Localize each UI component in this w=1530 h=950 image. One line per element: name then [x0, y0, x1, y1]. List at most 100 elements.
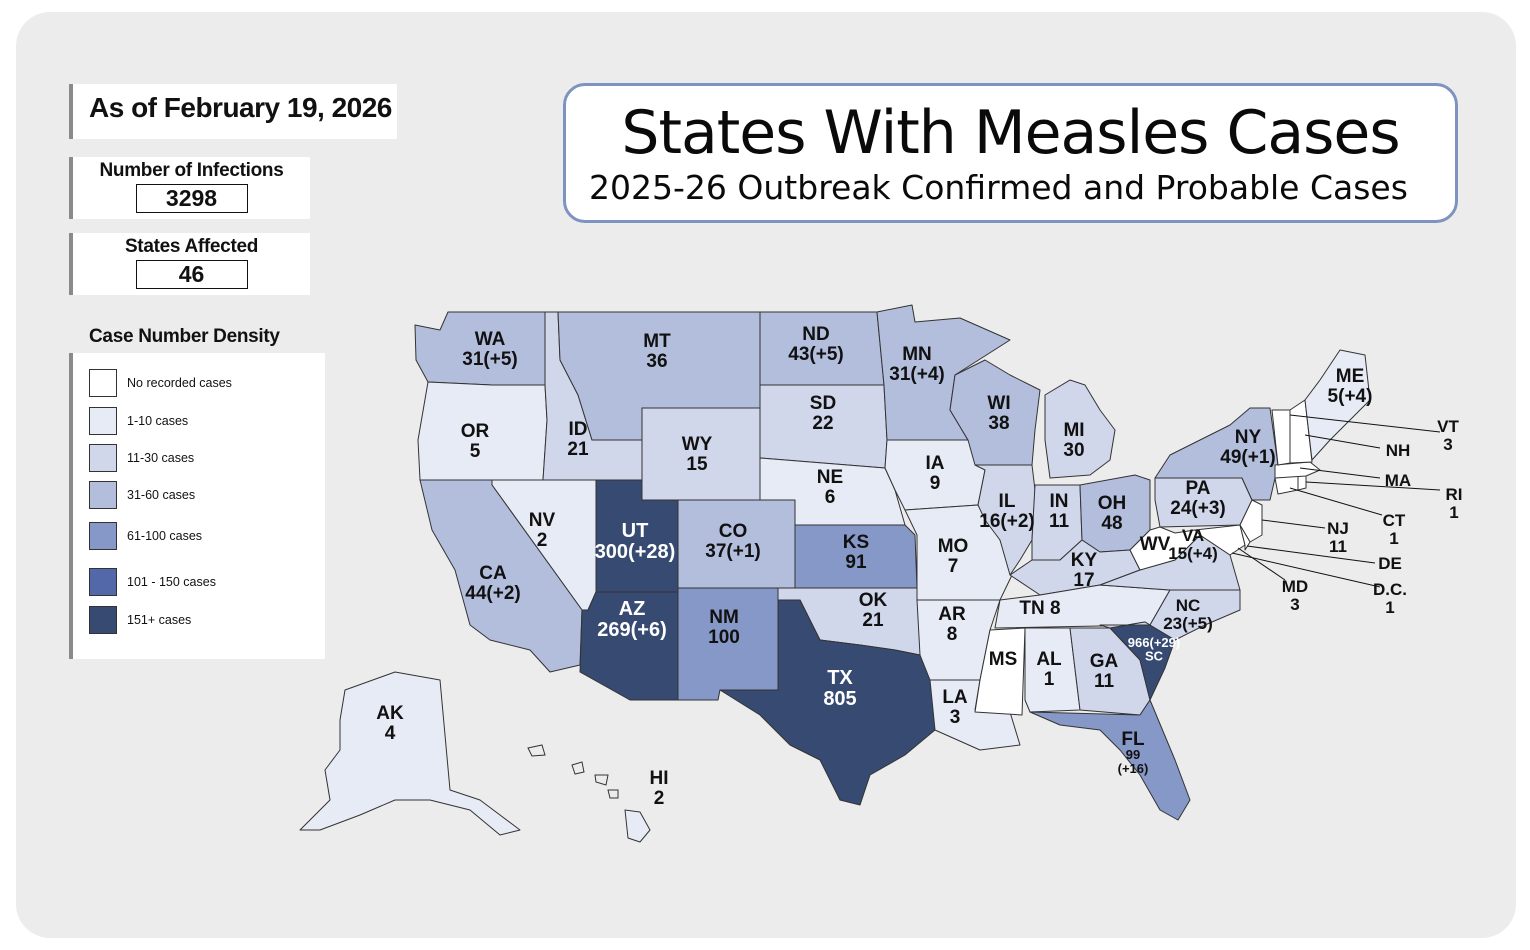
state-nc[interactable] [1099, 589, 1241, 641]
legend-swatch [89, 568, 117, 596]
state-label-ut: 300(+28) [595, 541, 676, 563]
state-ri[interactable] [1297, 475, 1307, 491]
legend-swatch [89, 522, 117, 550]
callout-label-dc: D.C. [1373, 580, 1407, 599]
state-label-il: 16(+2) [979, 511, 1034, 532]
state-label-hi: 2 [654, 788, 665, 809]
state-label-fl: (+16) [1118, 761, 1149, 776]
state-ms[interactable] [974, 627, 1026, 716]
callout-label-nj: 11 [1329, 537, 1347, 556]
map-subtitle: 2025-26 Outbreak Confirmed and Probable … [589, 168, 1408, 207]
legend: No recorded cases 1-10 cases 11-30 cases… [69, 353, 325, 659]
state-label-nm: 100 [708, 627, 740, 648]
state-label-wa: 31(+5) [462, 349, 517, 370]
state-label-pa: PA [1186, 478, 1211, 499]
state-ks[interactable] [794, 524, 918, 589]
state-label-co: 37(+1) [705, 541, 760, 562]
state-label-mt: 36 [646, 351, 667, 372]
state-label-fl: 99 [1126, 747, 1140, 762]
state-label-mi: 30 [1063, 440, 1084, 461]
state-label-ky: 17 [1073, 570, 1094, 591]
state-me[interactable] [1304, 349, 1371, 461]
state-mi[interactable] [1044, 379, 1116, 479]
state-label-hi: HI [650, 768, 669, 789]
map-title: States With Measles Cases [621, 98, 1400, 168]
state-ak[interactable] [299, 671, 521, 836]
state-label-nv: NV [529, 510, 556, 531]
states-affected-value: 46 [135, 260, 248, 289]
state-label-mn: MN [902, 344, 932, 365]
state-label-ne: NE [817, 467, 843, 488]
state-label-wa: WA [475, 329, 506, 350]
state-label-in: IN [1050, 491, 1069, 512]
callout-label-vt: 3 [1443, 435, 1452, 454]
state-tx[interactable] [719, 599, 936, 806]
state-ca[interactable] [419, 479, 583, 673]
legend-swatch [89, 407, 117, 435]
legend-label: No recorded cases [127, 376, 232, 390]
state-label-ga: GA [1090, 651, 1119, 672]
title-box: States With Measles Cases 2025-26 Outbre… [563, 83, 1458, 223]
legend-label: 31-60 cases [127, 488, 196, 502]
legend-swatch [89, 606, 117, 634]
legend-label: 101 - 150 cases [127, 575, 216, 589]
state-label-la: 3 [950, 707, 961, 728]
legend-swatch [89, 444, 117, 472]
state-label-nd: ND [802, 324, 829, 345]
legend-swatch [89, 369, 117, 397]
state-label-me: 5(+4) [1328, 386, 1373, 407]
state-label-wi: WI [987, 393, 1010, 414]
callout-label-ct: CT [1383, 511, 1406, 530]
state-label-ny: 49(+1) [1220, 447, 1275, 468]
state-label-id: ID [569, 419, 588, 440]
state-label-ca: CA [479, 563, 507, 584]
state-label-la: LA [942, 687, 968, 708]
state-label-ny: NY [1235, 427, 1262, 448]
callout-lines [1231, 414, 1441, 588]
state-de[interactable] [1239, 524, 1251, 551]
state-label-mo: MO [938, 536, 969, 557]
state-label-tx: 805 [823, 688, 856, 710]
state-label-wy: WY [682, 434, 713, 455]
state-label-ok: 21 [862, 610, 884, 631]
state-fl[interactable] [1029, 699, 1191, 821]
state-label-sd: SD [810, 393, 836, 414]
states-affected-stat-box: States Affected 46 [69, 233, 310, 295]
state-label-fl: FL [1121, 729, 1145, 750]
state-label-tn: TN 8 [1019, 598, 1060, 619]
state-nj[interactable] [1239, 499, 1263, 543]
state-label-sd: 22 [812, 413, 833, 434]
infections-value: 3298 [135, 184, 248, 213]
as-of-date-box: As of February 19, 2026 [69, 84, 397, 139]
state-md[interactable] [1194, 524, 1246, 556]
state-hi[interactable] [624, 809, 651, 843]
state-label-sc: SC [1145, 649, 1164, 664]
state-label-nv: 2 [537, 530, 548, 551]
state-label-ky: KY [1071, 550, 1098, 571]
state-label-ar: 8 [947, 624, 958, 645]
callout-label-md: 3 [1290, 595, 1299, 614]
state-wi[interactable] [949, 359, 1041, 466]
callout-label-de: DE [1378, 554, 1402, 573]
state-label-al: AL [1036, 649, 1062, 670]
state-label-ca: 44(+2) [465, 583, 520, 604]
callout-label-ri: RI [1446, 485, 1463, 504]
state-al[interactable] [1024, 627, 1081, 713]
state-label-va: 15(+4) [1168, 544, 1218, 563]
state-label-ak: 4 [385, 723, 396, 744]
state-label-il: IL [999, 491, 1016, 512]
state-label-me: ME [1336, 366, 1365, 387]
state-label-ne: 6 [825, 487, 836, 508]
state-label-or: OR [461, 421, 490, 442]
callout-label-md: MD [1282, 577, 1308, 596]
legend-label: 151+ cases [127, 613, 192, 627]
infections-label: Number of Infections [99, 160, 284, 181]
state-label-ia: IA [926, 453, 945, 474]
legend-label: 1-10 cases [127, 414, 189, 428]
state-label-va: VA [1182, 526, 1204, 545]
state-label-mo: 7 [948, 556, 959, 577]
state-label-az: AZ [619, 598, 646, 620]
state-label-ut: UT [622, 520, 649, 542]
